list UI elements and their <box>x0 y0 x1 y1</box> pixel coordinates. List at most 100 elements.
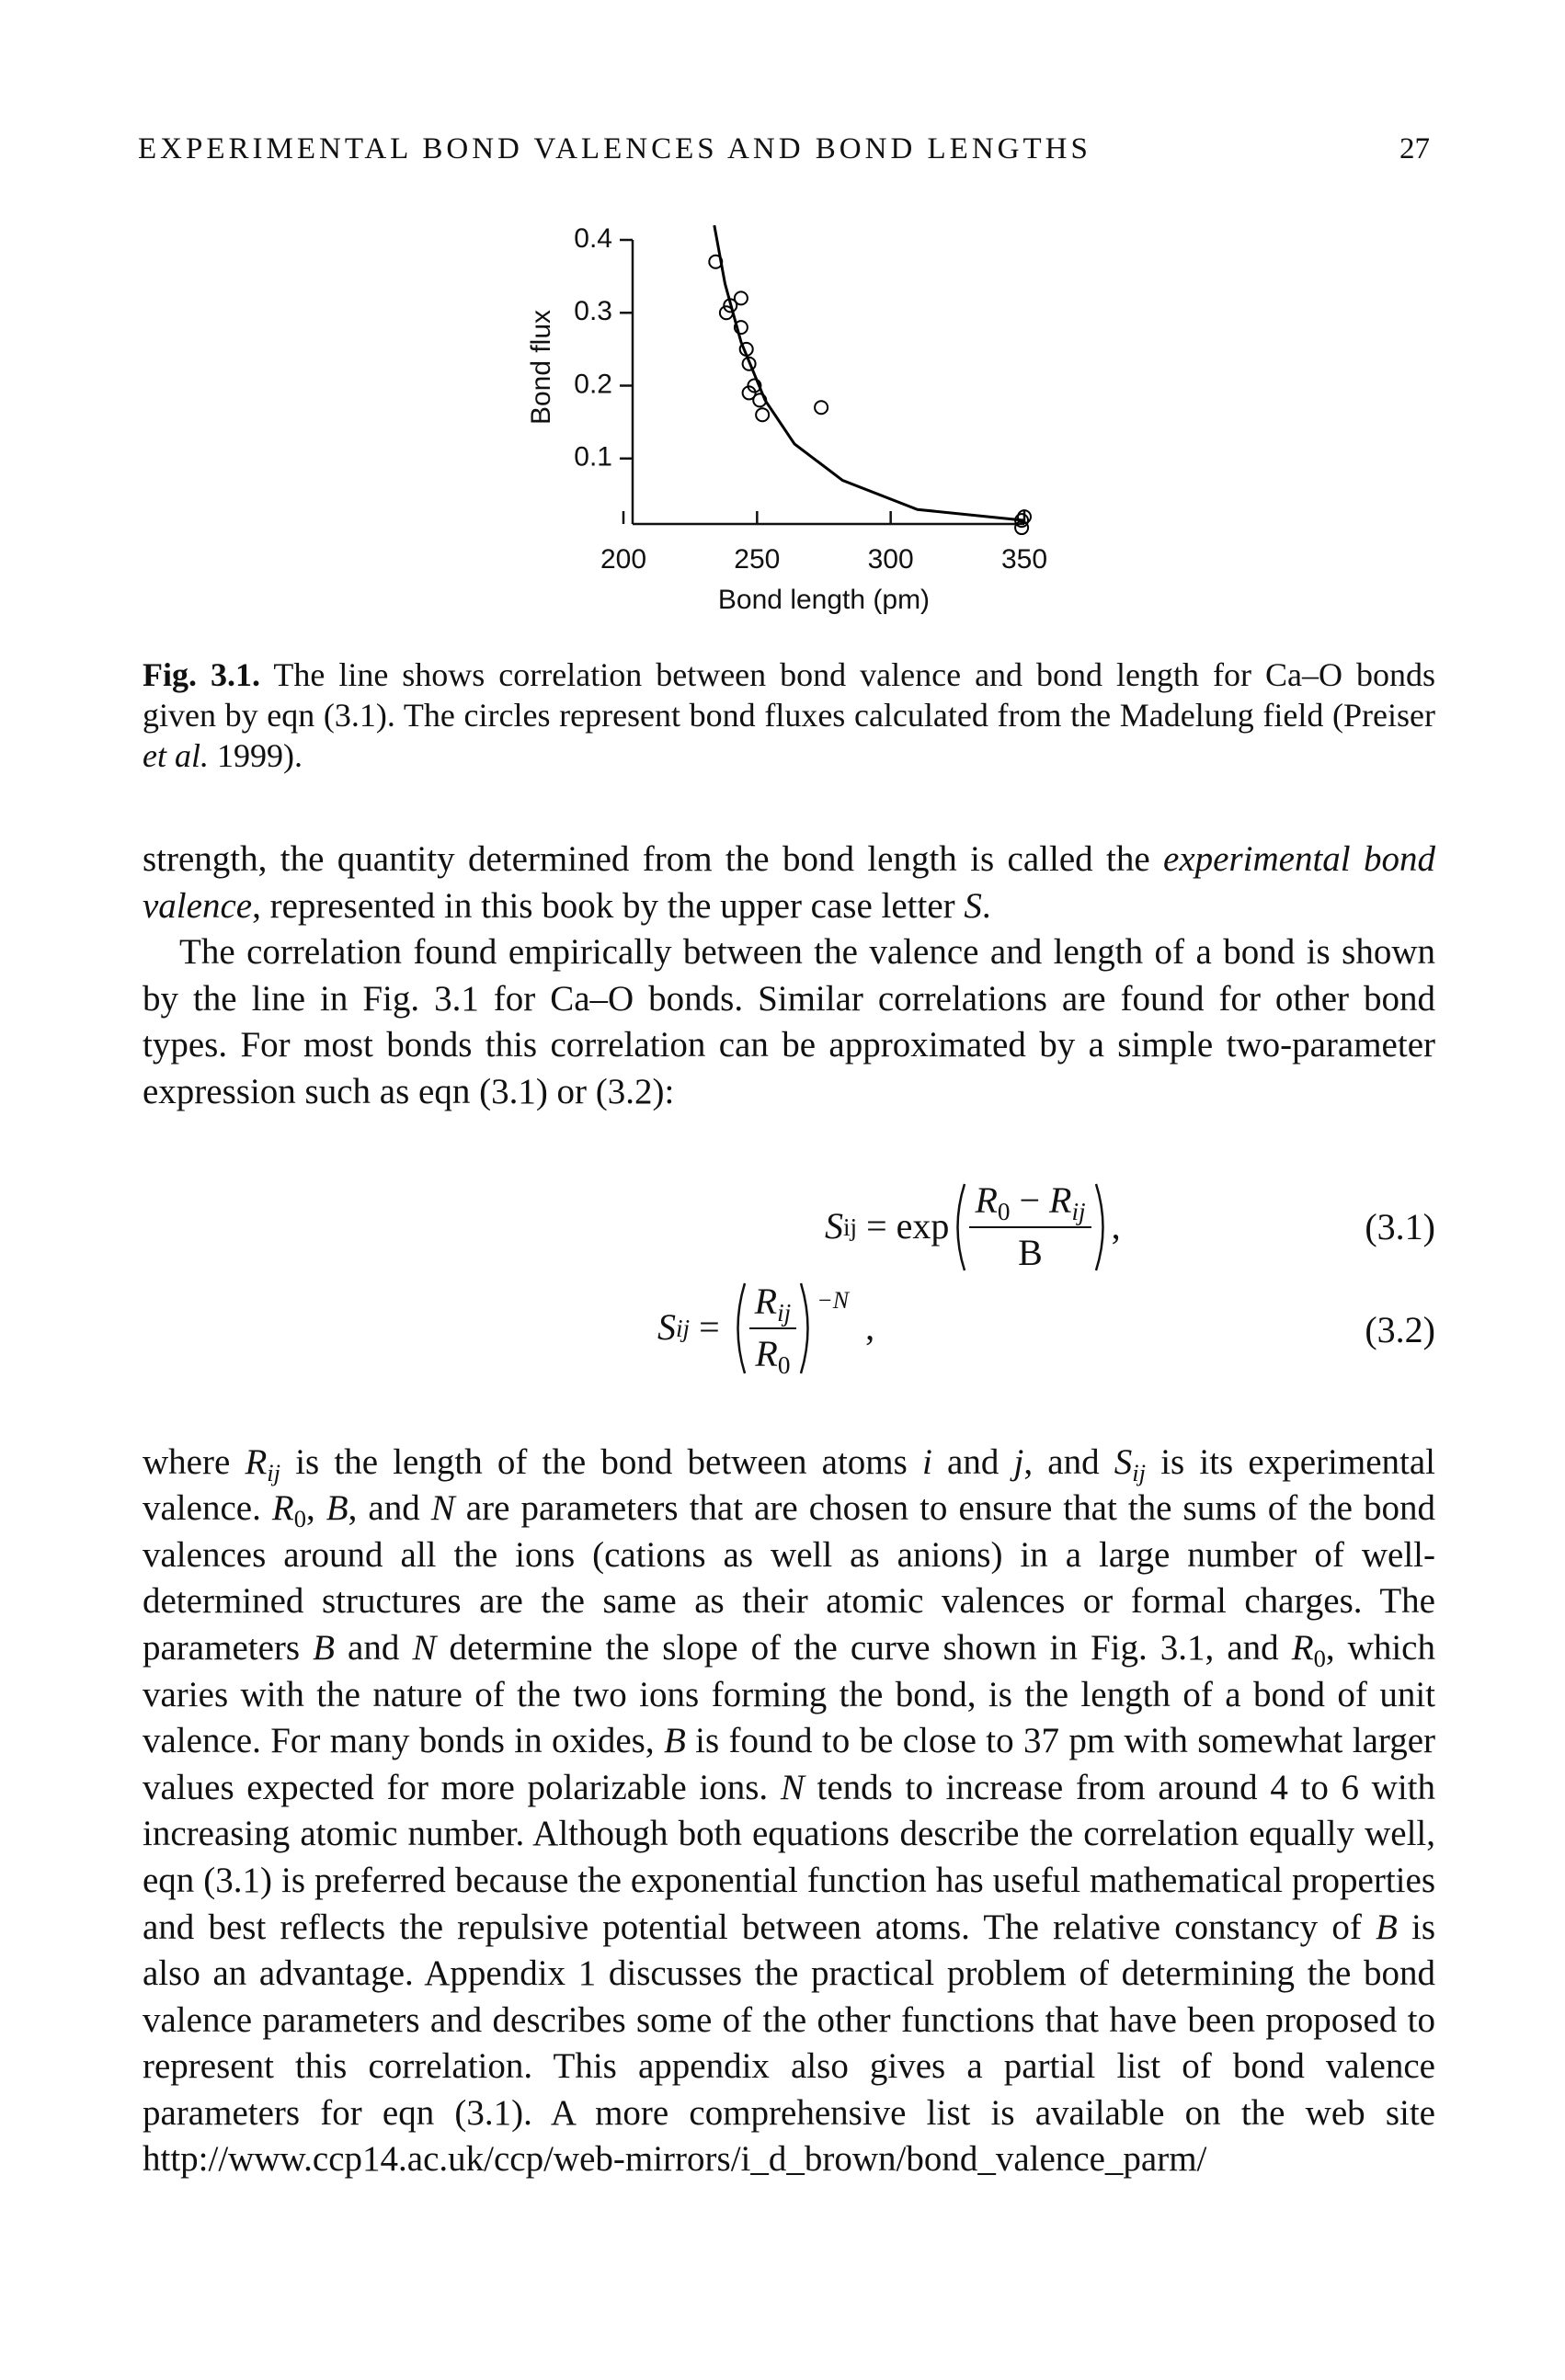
text-run: , which varies with the nature of the tw… <box>143 1627 1435 1761</box>
data-point <box>1014 520 1030 536</box>
text-run: , and <box>1023 1441 1114 1482</box>
subscript: ij <box>267 1458 281 1486</box>
subscript: 0 <box>293 1505 306 1533</box>
italic-text: N <box>412 1627 437 1668</box>
paragraph: The correlation found empirically betwee… <box>143 929 1435 1115</box>
y-tick-label: 0.3 <box>574 296 612 326</box>
x-tick-label: 250 <box>734 544 780 575</box>
running-header: EXPERIMENTAL BOND VALENCES AND BOND LENG… <box>138 132 1091 165</box>
math-punct: , <box>865 1306 875 1349</box>
y-tick-label: 0.2 <box>574 369 612 399</box>
body-text: strength, the quantity determined from t… <box>143 837 1435 2183</box>
data-point <box>814 400 829 416</box>
y-tick-label: 0.4 <box>574 223 612 254</box>
math-sub: ij <box>777 1299 792 1327</box>
math-fn: exp <box>896 1205 950 1247</box>
subscript: 0 <box>1313 1644 1326 1672</box>
math-sub: 0 <box>777 1350 791 1379</box>
text-run: , <box>305 1488 326 1529</box>
fit-curve <box>713 224 1025 522</box>
text-run: , represented in this book by the upper … <box>252 885 965 926</box>
math-sub: 0 <box>997 1198 1011 1226</box>
paren <box>956 1183 966 1270</box>
italic-text: B <box>1376 1907 1398 1947</box>
math-symbol: S <box>657 1306 676 1349</box>
italic-text: R <box>271 1488 294 1529</box>
data-point <box>1017 509 1032 525</box>
italic-text: B <box>663 1721 686 1761</box>
data-point <box>738 341 754 357</box>
denominator: B <box>1018 1231 1043 1273</box>
data-point <box>708 254 724 269</box>
equation-number: (3.1) <box>1365 1205 1435 1247</box>
italic-text: S <box>964 885 982 926</box>
paren <box>736 1282 746 1373</box>
math-op: = <box>699 1306 720 1349</box>
math-op: = <box>866 1205 887 1247</box>
italic-text: et al. <box>143 737 209 774</box>
italic-text: B <box>326 1488 348 1529</box>
text-run: and <box>931 1441 1014 1482</box>
text-run: determine the slope of the curve shown i… <box>436 1627 1292 1668</box>
math-sub: ij <box>1071 1198 1086 1226</box>
text-run: 1999). <box>208 737 303 774</box>
italic-text: i <box>922 1441 932 1482</box>
text-run: is found to be close to 37 pm with somew… <box>143 1721 1435 1807</box>
data-point <box>747 378 762 393</box>
math-exponent: −N <box>817 1286 850 1314</box>
x-axis-label: Bond length (pm) <box>718 585 930 615</box>
text-run: is the length of the bond between atoms <box>280 1441 922 1482</box>
chart: Bond length (pm) Bond flux 0.1 0.2 0.3 0.4 2… <box>526 223 1047 615</box>
numerator: Rij <box>748 1279 797 1329</box>
data-point <box>752 393 768 408</box>
equation-number: (3.2) <box>1365 1308 1435 1350</box>
paragraph: strength, the quantity determined from t… <box>143 837 1435 929</box>
paren <box>1094 1183 1104 1270</box>
data-point <box>733 320 748 336</box>
italic-text: N <box>780 1767 805 1807</box>
text-run: are parameters that are chosen to ensure… <box>143 1488 1435 1668</box>
data-point <box>755 407 771 423</box>
math-symbol: R <box>755 1332 778 1374</box>
math-op: − <box>1019 1179 1041 1221</box>
italic-text: experimental bond valence <box>143 839 1435 926</box>
y-tick-label: 0.1 <box>574 442 612 473</box>
text-run: . <box>981 885 991 926</box>
data-point <box>1014 513 1030 529</box>
text-run: is its experimental valence. <box>143 1441 1435 1529</box>
italic-text: S <box>1114 1441 1133 1482</box>
math-symbol: R <box>975 1179 998 1221</box>
math-punct: , <box>1111 1205 1121 1247</box>
paren <box>800 1282 809 1373</box>
denominator: R0 <box>755 1329 790 1378</box>
text-run: tends to increase from around 4 to 6 wit… <box>143 1767 1435 1947</box>
data-point <box>741 385 757 401</box>
x-tick-label: 350 <box>1001 544 1047 575</box>
italic-text: R <box>1291 1627 1314 1668</box>
subscript: ij <box>1132 1458 1147 1486</box>
text-run: is also an advantage. Appendix 1 discuss… <box>143 1907 1436 2180</box>
x-tick-label: 200 <box>600 544 646 575</box>
paragraph: where Rij is the length of the bond betw… <box>143 1440 1435 2184</box>
text-run: where <box>143 1441 246 1482</box>
text-run: , and <box>348 1488 431 1529</box>
math-symbol: R <box>1049 1179 1072 1221</box>
data-point <box>718 305 734 321</box>
x-tick-label: 300 <box>868 544 914 575</box>
y-axis-label: Bond flux <box>526 310 556 425</box>
text-run: The correlation found empirically betwee… <box>143 932 1435 1111</box>
fraction: Rij R0 <box>748 1279 797 1378</box>
page-number: 27 <box>1399 132 1430 165</box>
bold-text: Fig. 3.1. <box>143 656 260 693</box>
italic-text: B <box>313 1627 335 1668</box>
italic-text: R <box>245 1441 268 1482</box>
fraction: R0 − Rij B <box>969 1178 1091 1276</box>
math-symbol: R <box>754 1280 778 1322</box>
italic-text: j <box>1013 1441 1024 1482</box>
math-symbol: S <box>825 1205 843 1247</box>
text-run: and <box>334 1627 413 1668</box>
